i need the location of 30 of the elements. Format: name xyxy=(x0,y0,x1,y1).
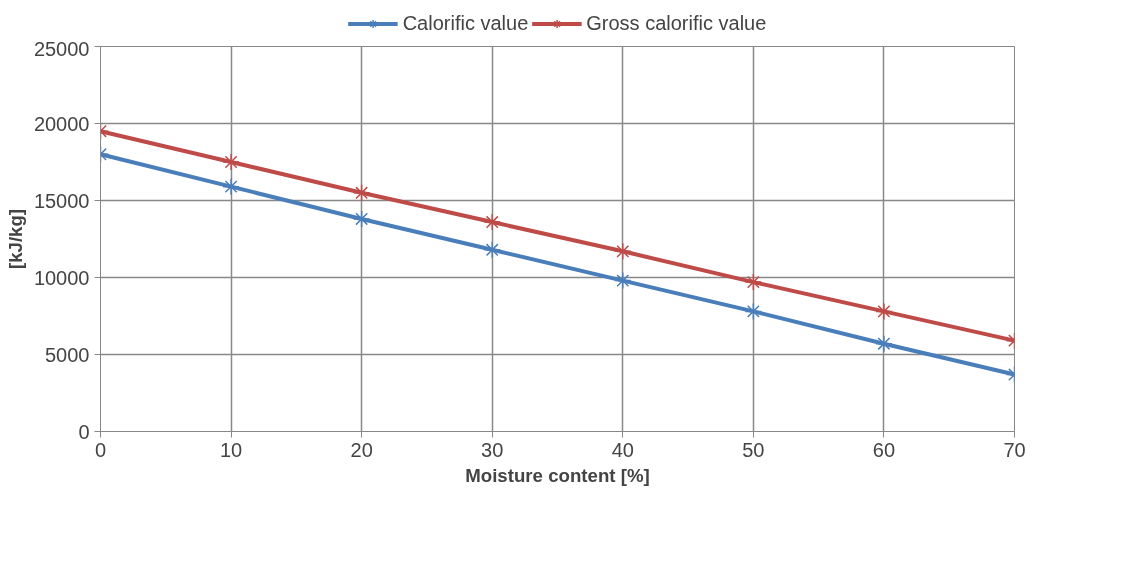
x-tick-label: 30 xyxy=(481,438,504,461)
point xyxy=(744,302,763,321)
point xyxy=(875,302,893,321)
y-axis-title: [kJ/kg] xyxy=(4,208,26,270)
point xyxy=(483,213,501,231)
y-tick-label: 10000 xyxy=(33,266,90,289)
point xyxy=(483,241,501,259)
y-tick-label: 0 xyxy=(78,420,90,443)
point xyxy=(352,184,371,202)
point xyxy=(352,210,371,228)
point xyxy=(222,153,240,171)
x-tick-label: 10 xyxy=(219,438,243,461)
x-tick-label: 40 xyxy=(611,438,634,461)
point xyxy=(744,273,763,291)
x-tick-label: 50 xyxy=(742,438,765,461)
point xyxy=(222,177,240,196)
y-tick-label: 25000 xyxy=(33,37,90,60)
y-tick-label: 20000 xyxy=(33,112,90,135)
point xyxy=(614,271,632,290)
legend-label: Gross calorific value xyxy=(586,11,767,35)
point xyxy=(614,242,632,261)
y-tick-label: 5000 xyxy=(45,343,90,366)
y-tick-label: 15000 xyxy=(33,189,90,212)
legend-label: Calorific value xyxy=(402,11,529,35)
x-tick-label: 20 xyxy=(350,438,373,461)
x-tick-label: 60 xyxy=(872,438,896,461)
x-tick-label: 0 xyxy=(94,438,107,461)
x-axis-title: Moisture content [%] xyxy=(465,464,650,486)
point xyxy=(875,334,893,353)
x-tick-label: 70 xyxy=(1003,438,1026,461)
